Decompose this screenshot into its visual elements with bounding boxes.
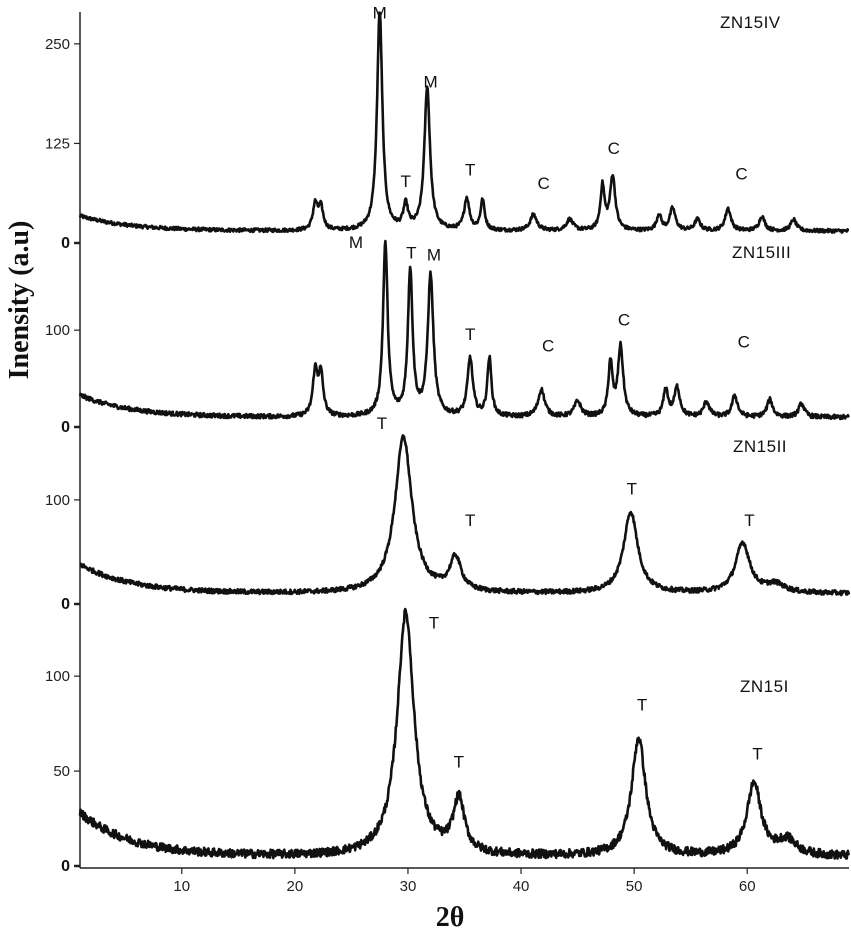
y-tick-label: 100	[45, 668, 70, 685]
y-tick-label: 0	[61, 596, 70, 613]
x-tick-label: 10	[173, 878, 190, 895]
series-line	[78, 11, 850, 234]
peak-label-t: T	[429, 614, 439, 633]
peak-label-t: T	[744, 511, 754, 530]
peak-label-t: T	[406, 243, 416, 262]
peak-label-t: T	[377, 414, 387, 433]
peak-label-m: M	[427, 245, 441, 264]
y-tick-label: 250	[45, 36, 70, 53]
panel-name-label: ZN15I	[740, 677, 789, 696]
series-line	[79, 434, 851, 597]
peak-label-m: M	[373, 3, 387, 22]
panel-zn15iv: 250 125 0 M M T T C C C ZN15IV	[45, 3, 850, 252]
panel-name-label: ZN15IV	[720, 13, 781, 32]
series-line	[78, 607, 851, 860]
panel-name-label: ZN15II	[733, 437, 787, 456]
x-tick-label: 40	[513, 878, 530, 895]
peak-label-t: T	[400, 172, 410, 191]
peak-label-t: T	[465, 160, 475, 179]
x-tick-label: 60	[739, 878, 756, 895]
x-tick-label: 20	[287, 878, 304, 895]
y-tick-label: 100	[45, 492, 70, 509]
y-tick-label: 125	[45, 135, 70, 152]
peak-label-t: T	[465, 325, 475, 344]
peak-label-c: C	[542, 336, 554, 355]
y-tick-label: 0	[61, 419, 70, 436]
peak-label-c: C	[618, 310, 630, 329]
peak-label-c: C	[608, 139, 620, 158]
peak-label-c: C	[738, 333, 750, 352]
x-axis-title: 2θ	[436, 902, 465, 932]
peak-label-c: C	[538, 174, 550, 193]
y-axis-title: Inensity (a.u)	[4, 221, 35, 380]
panel-zn15ii: 100 0 T T T T ZN15II	[45, 414, 851, 613]
peak-label-t: T	[627, 480, 637, 499]
y-tick-label: 0	[61, 858, 70, 875]
y-tick-label: 50	[53, 763, 70, 780]
peak-label-m: M	[423, 73, 437, 92]
peak-label-t: T	[752, 745, 762, 764]
panel-name-label: ZN15III	[732, 243, 791, 262]
peak-label-t: T	[637, 695, 647, 714]
peak-label-c: C	[735, 164, 747, 183]
series-line	[78, 239, 850, 421]
x-tick-label: 50	[626, 878, 643, 895]
y-tick-label: 100	[45, 322, 70, 339]
peak-label-t: T	[465, 511, 475, 530]
axes-layer: 10 20 30 40 50 60	[79, 12, 849, 895]
y-tick-label: 0	[61, 235, 70, 252]
x-tick-label: 30	[400, 878, 417, 895]
peak-label-m: M	[349, 233, 363, 252]
peak-label-t: T	[454, 752, 464, 771]
panel-zn15i: 100 50 0 T T T T ZN15I	[45, 607, 851, 875]
